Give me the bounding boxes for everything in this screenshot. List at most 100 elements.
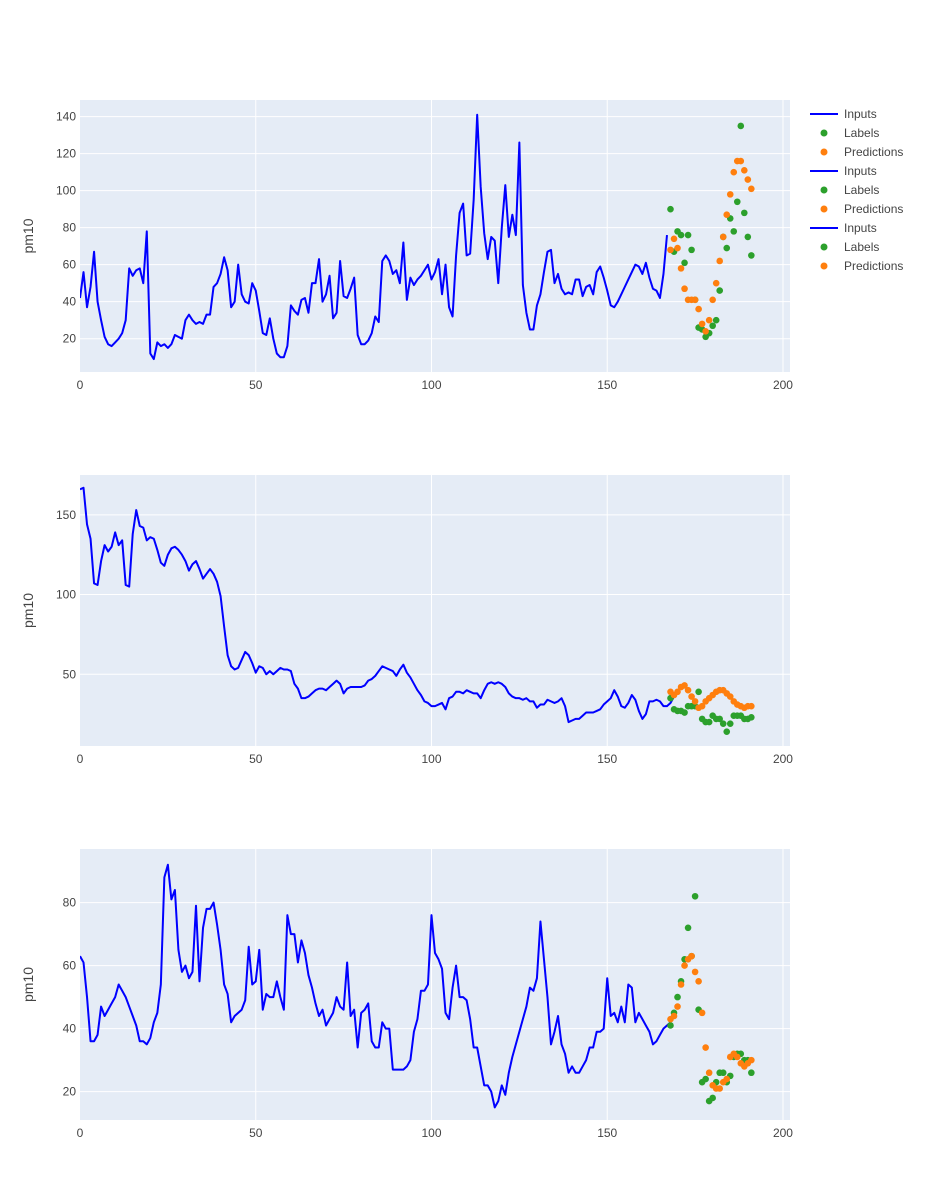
legend-item-labels[interactable]: Labels (820, 240, 880, 254)
legend-item-predictions[interactable]: Predictions (820, 259, 904, 273)
labels-point (667, 205, 674, 213)
y-tick-label: 140 (56, 110, 76, 124)
legend-item-labels[interactable]: Labels (820, 183, 880, 197)
predictions-point (698, 702, 706, 710)
legend-item-inputs[interactable]: Inputs (810, 164, 877, 178)
legend-label: Predictions (844, 202, 903, 216)
labels-point (688, 246, 695, 254)
predictions-point (705, 316, 713, 324)
predictions-point (748, 702, 755, 710)
y-tick-label: 150 (56, 508, 76, 522)
predictions-point (691, 296, 699, 304)
predictions-point (719, 233, 727, 241)
predictions-point (726, 191, 734, 198)
x-tick-label: 50 (249, 752, 263, 766)
predictions-point (674, 244, 681, 252)
labels-point (716, 287, 724, 294)
x-tick-label: 50 (249, 378, 263, 392)
x-tick-label: 100 (421, 378, 441, 392)
y-axis-title: pm10 (20, 967, 36, 1002)
predictions-point (698, 1009, 706, 1017)
legend-label: Labels (844, 183, 879, 197)
predictions-point (733, 1053, 741, 1061)
subplot-2: 0 50 100 150 200 50 100 150 pm10 (20, 475, 793, 766)
predictions-point (698, 320, 706, 328)
x-tick-label: 200 (773, 378, 793, 392)
labels-point (667, 1022, 674, 1029)
y-tick-label: 80 (63, 896, 77, 910)
y-tick-label: 20 (63, 332, 77, 346)
predictions-point (741, 167, 748, 174)
predictions-point (670, 235, 678, 243)
predictions-point (737, 157, 745, 165)
legend-marker-swatch (820, 243, 828, 251)
labels-point (677, 231, 685, 239)
predictions-point (681, 962, 688, 969)
x-tick-label: 200 (773, 1126, 793, 1140)
y-axis-title: pm10 (20, 593, 36, 628)
predictions-point (688, 693, 695, 700)
y-axis-title: pm10 (20, 218, 36, 253)
labels-point (723, 244, 731, 252)
labels-point (709, 322, 716, 330)
y-tick-label: 40 (63, 1022, 77, 1036)
x-tick-label: 100 (421, 1126, 441, 1140)
labels-point (726, 720, 734, 727)
predictions-point (748, 1056, 755, 1064)
legend-label: Predictions (844, 145, 903, 159)
x-tick-label: 150 (597, 378, 617, 392)
legend-item-predictions[interactable]: Predictions (820, 145, 904, 159)
predictions-point (677, 265, 685, 272)
labels-point (744, 233, 752, 241)
labels-point (719, 1069, 727, 1077)
y-tick-label: 60 (63, 959, 77, 973)
legend-item-inputs[interactable]: Inputs (810, 221, 877, 235)
x-tick-label: 150 (597, 1126, 617, 1140)
predictions-point (670, 1012, 678, 1020)
legend-item-inputs[interactable]: Inputs (810, 107, 877, 121)
y-tick-label: 100 (56, 588, 76, 602)
labels-point (681, 709, 688, 716)
predictions-point (667, 246, 674, 254)
labels-point (730, 228, 738, 235)
predictions-point (730, 168, 738, 176)
x-tick-label: 150 (597, 752, 617, 766)
labels-point (712, 316, 720, 324)
subplot-3: 0 50 100 150 200 20 40 60 80 pm10 (20, 849, 793, 1140)
subplot-1: 0 50 100 150 200 20 40 60 80 100 120 140 pm10 (20, 100, 793, 392)
predictions-point (716, 1085, 724, 1092)
x-tick-label: 50 (249, 1126, 263, 1140)
predictions-point (723, 1075, 731, 1083)
predictions-point (674, 688, 681, 696)
predictions-point (691, 968, 699, 976)
labels-point (702, 1075, 709, 1083)
y-tick-label: 120 (56, 147, 76, 161)
plot-area (80, 100, 790, 372)
predictions-point (716, 257, 724, 265)
inputs-series-line (80, 863, 672, 1109)
legend-item-labels[interactable]: Labels (820, 126, 880, 140)
legend-marker-swatch (820, 186, 828, 194)
y-tick-label: 80 (63, 221, 77, 235)
plot-area (80, 849, 790, 1120)
legend-item-predictions[interactable]: Predictions (820, 202, 904, 216)
legend-label: Labels (844, 126, 879, 140)
legend-label: Predictions (844, 259, 903, 273)
y-tick-label: 100 (56, 184, 76, 198)
labels-point (733, 198, 741, 206)
y-tick-label: 50 (63, 667, 77, 681)
x-tick-label: 200 (773, 752, 793, 766)
predictions-point (723, 211, 731, 219)
predictions-point (695, 978, 702, 985)
x-tick-label: 0 (77, 1126, 84, 1140)
predictions-point (702, 1044, 709, 1051)
y-tick-label: 20 (63, 1085, 77, 1099)
legend-label: Inputs (844, 107, 877, 121)
predictions-point (744, 176, 752, 183)
legend-label: Inputs (844, 221, 877, 235)
labels-point (709, 1094, 716, 1102)
inputs-series-line (80, 113, 668, 361)
legend[interactable]: Inputs Labels Predictions Inputs Labels Predi… (810, 107, 903, 273)
predictions-point (674, 1003, 681, 1010)
